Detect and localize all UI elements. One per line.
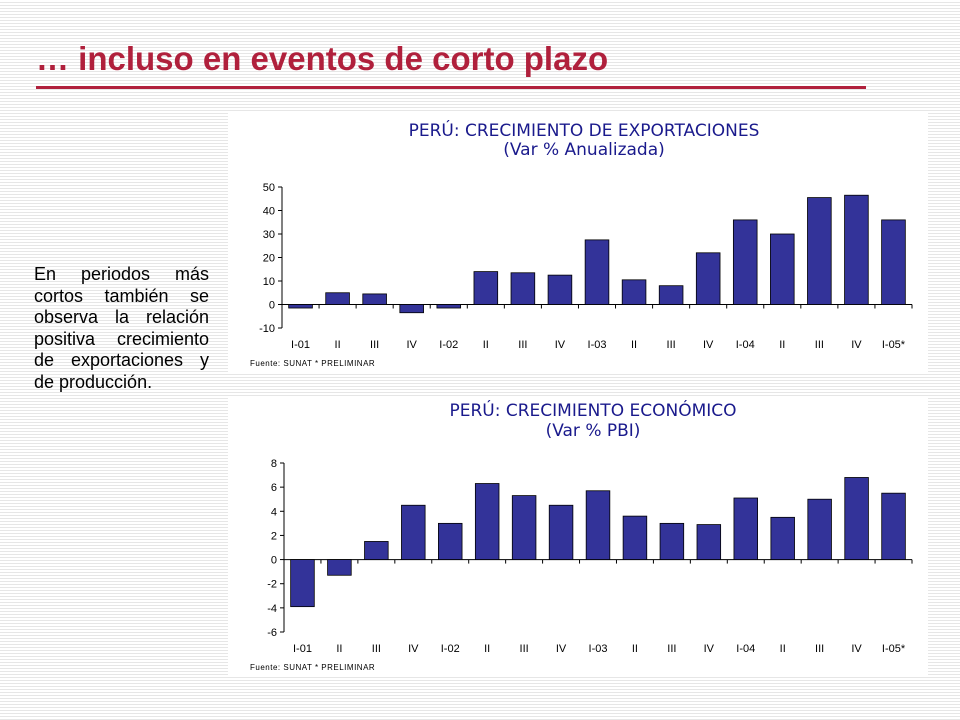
chart-title: PERÚ: CRECIMIENTO DE EXPORTACIONES [409,119,760,141]
category-label: III [370,339,379,351]
category-label: I-05* [882,339,906,351]
chart-title: PERÚ: CRECIMIENTO ECONÓMICO [449,399,736,421]
bar [622,515,648,560]
chart-source: Fuente: SUNAT * PRELIMINAR [250,359,375,368]
bar [362,293,387,305]
chart-subtitle: (Var % PBI) [546,421,641,441]
bar [732,219,758,305]
bar [807,197,832,305]
bar [474,483,500,560]
bar [290,559,315,608]
category-label: I-01 [291,339,310,351]
bar [659,522,685,560]
y-tick-label: 10 [263,276,275,288]
category-label: III [520,643,529,655]
bar [511,495,537,560]
category-label: I-05* [882,643,906,655]
y-tick-label: -2 [267,579,277,591]
bar [844,194,869,305]
slide-title: … incluso en eventos de corto plazo [36,40,609,77]
bar [621,279,647,305]
gdp-chart-svg: PERÚ: CRECIMIENTO ECONÓMICO (Var % PBI) … [250,399,913,672]
bar [547,274,573,305]
category-label: II [336,643,342,655]
category-label: II [632,643,638,655]
category-label: II [779,339,785,351]
gdp-chart: PERÚ: CRECIMIENTO ECONÓMICO (Var % PBI) … [228,397,928,677]
category-label: I-01 [293,643,312,655]
category-label: IV [408,643,419,655]
bar [438,522,463,560]
category-label: II [335,339,341,351]
category-label: II [483,339,489,351]
bar [325,292,350,305]
bar [548,504,574,560]
bar [881,219,906,305]
category-label: IV [703,339,714,351]
y-tick-label: 0 [269,300,275,312]
category-label: IV [556,643,567,655]
y-tick-label: 20 [263,253,275,265]
exports-chart-svg: PERÚ: CRECIMIENTO DE EXPORTACIONES (Var … [250,119,913,368]
category-label: III [815,339,824,351]
y-tick-label: 4 [271,506,277,518]
y-tick-label: -6 [267,627,277,639]
category-label: II [631,339,637,351]
category-label: III [667,643,676,655]
category-label: IV [851,643,862,655]
bar [807,498,832,560]
bar [658,285,684,305]
bar [510,272,536,305]
category-label: I-04 [736,643,755,655]
category-label: III [815,643,824,655]
category-label: I-02 [441,643,460,655]
bar [844,477,869,560]
bar [770,233,795,305]
bar [473,271,499,305]
category-label: II [484,643,490,655]
bar [327,559,352,576]
y-tick-label: 50 [263,182,275,194]
y-tick-label: -4 [267,603,277,615]
bar [733,497,758,560]
bar [399,304,424,314]
title-underline [36,86,866,89]
y-tick-label: 2 [271,530,277,542]
chart-subtitle: (Var % Anualizada) [503,140,665,160]
body-text: En periodos más cortos también se observ… [34,264,209,392]
category-label: I-02 [439,339,458,351]
category-label: III [518,339,527,351]
bar [695,252,721,305]
bar [585,490,611,560]
y-tick-label: 6 [271,482,277,494]
y-tick-label: 8 [271,458,277,470]
chart-source: Fuente: SUNAT * PRELIMINAR [250,663,375,672]
y-tick-label: 30 [263,229,275,241]
bar [401,504,426,560]
bar [584,239,610,305]
category-label: I-03 [588,339,607,351]
category-label: III [667,339,676,351]
category-label: IV [407,339,418,351]
bar [696,524,722,560]
category-label: IV [704,643,715,655]
category-label: IV [555,339,566,351]
bar [436,304,462,309]
category-label: I-04 [736,339,755,351]
category-label: I-03 [589,643,608,655]
exports-chart: PERÚ: CRECIMIENTO DE EXPORTACIONES (Var … [228,112,928,374]
bar [881,492,906,560]
category-label: II [780,643,786,655]
category-label: III [372,643,381,655]
y-tick-label: 0 [271,555,277,567]
y-tick-label: -10 [259,323,275,335]
y-tick-label: 40 [263,206,275,218]
bar [364,541,389,560]
bar [770,516,795,560]
category-label: IV [851,339,862,351]
bar [288,304,313,309]
